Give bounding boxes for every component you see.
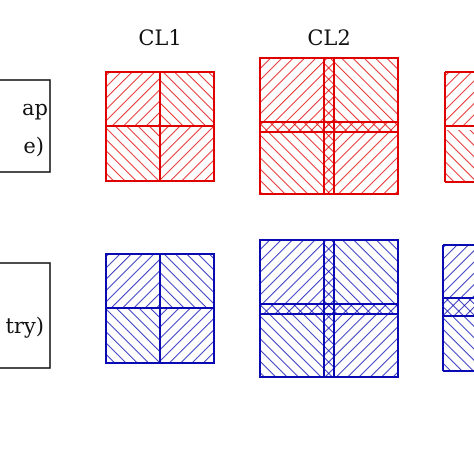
column-title-cl2: CL2 (307, 26, 350, 50)
red-cl2-block (259, 57, 399, 195)
column-title-cl1: CL1 (138, 26, 181, 50)
blue-cl3-block-partial (442, 244, 474, 372)
red-cl3-block-partial (444, 71, 474, 183)
red-cl1-block (105, 71, 215, 182)
row-label-top-line1: ap (22, 96, 48, 120)
blue-cl1-block (105, 253, 215, 364)
row-label-bottom-line2: try) (5, 314, 44, 338)
blue-cl2-block (259, 239, 399, 378)
row-label-box-top: ap e) (0, 79, 51, 173)
row-label-box-bottom: try) (0, 262, 51, 369)
row-label-top-line2: e) (23, 134, 44, 158)
